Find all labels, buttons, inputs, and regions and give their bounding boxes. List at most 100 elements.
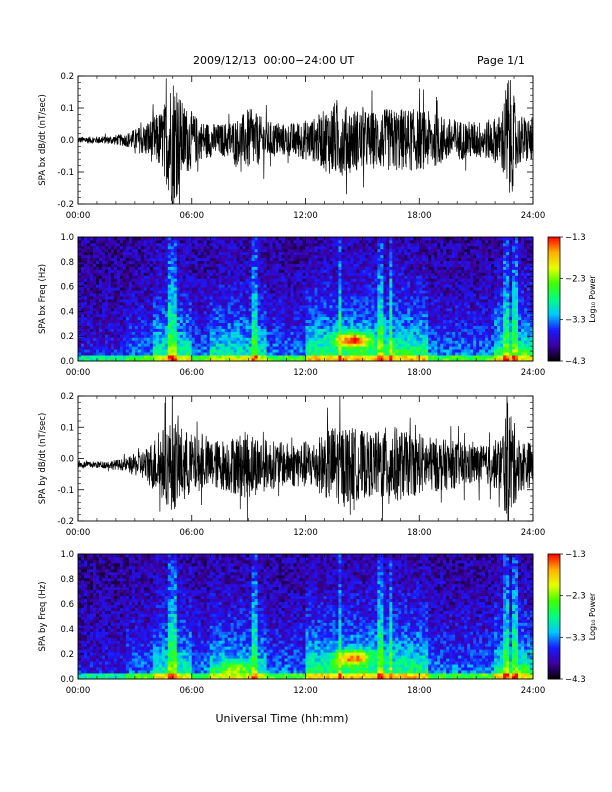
heatmap-cell — [92, 254, 97, 259]
heatmap-cell — [260, 266, 264, 270]
heatmap-cell — [359, 349, 363, 353]
heatmap-cell — [269, 334, 273, 338]
heatmap-cell — [158, 275, 163, 279]
heatmap-cell — [155, 287, 160, 291]
heatmap-cell — [323, 290, 327, 294]
heatmap-cell — [164, 275, 169, 279]
heatmap-cell — [128, 287, 133, 291]
heatmap-cell — [269, 340, 273, 344]
heatmap-cell — [344, 352, 348, 356]
heatmap-cell — [188, 349, 193, 353]
heatmap-cell — [395, 266, 399, 270]
heatmap-cell — [302, 299, 306, 303]
heatmap-cell — [389, 352, 393, 356]
heatmap-cell — [143, 322, 148, 326]
heatmap-cell — [371, 260, 375, 264]
heatmap-cell — [251, 331, 256, 335]
heatmap-cell — [260, 263, 264, 267]
heatmap-cell — [395, 251, 399, 256]
heatmap-cell — [92, 245, 97, 250]
heatmap-cell — [320, 251, 324, 256]
heatmap-cell — [323, 304, 327, 309]
heatmap-cell — [92, 248, 97, 253]
heatmap-cell — [119, 352, 124, 356]
heatmap-cell — [143, 343, 148, 347]
heatmap-cell — [263, 266, 267, 270]
heatmap-cell — [143, 296, 148, 300]
heatmap-cell — [113, 358, 118, 362]
heatmap-cell — [155, 331, 160, 335]
heatmap-cell — [395, 304, 399, 309]
heatmap-cell — [377, 290, 381, 294]
heatmap-cell — [224, 272, 229, 276]
heatmap-cell — [377, 248, 381, 253]
heatmap-cell — [275, 251, 279, 256]
heatmap-cell — [425, 337, 429, 341]
heatmap-cell — [356, 257, 360, 262]
heatmap-cell — [377, 316, 381, 321]
heatmap-cell — [332, 352, 336, 356]
heatmap-cell — [326, 343, 330, 347]
heatmap-cell — [359, 299, 363, 303]
heatmap-cell — [197, 251, 202, 256]
heatmap-cell — [89, 254, 94, 259]
heatmap-cell — [236, 343, 241, 347]
heatmap-cell — [398, 293, 402, 297]
heatmap-cell — [320, 281, 324, 285]
heatmap-cell — [140, 245, 145, 250]
heatmap-cell — [242, 331, 247, 335]
heatmap-cell — [392, 319, 396, 324]
heatmap-cell — [203, 281, 208, 285]
heatmap-cell — [341, 334, 345, 338]
heatmap-cell — [404, 322, 408, 326]
heatmap-cell — [416, 287, 420, 291]
heatmap-cell — [161, 254, 166, 259]
heatmap-cell — [134, 278, 139, 282]
heatmap-cell — [152, 266, 157, 270]
heatmap-cell — [272, 287, 276, 291]
heatmap-cell — [179, 310, 184, 315]
heatmap-cell — [332, 355, 336, 359]
heatmap-cell — [317, 275, 321, 279]
heatmap-cell — [149, 239, 154, 244]
heatmap-cell — [116, 237, 121, 241]
heatmap-cell — [254, 278, 258, 282]
heatmap-cell — [212, 322, 217, 326]
heatmap-cell — [308, 358, 312, 362]
heatmap-cell — [326, 272, 330, 276]
heatmap-cell — [380, 349, 384, 353]
heatmap-cell — [371, 352, 375, 356]
heatmap-cell — [125, 328, 130, 332]
heatmap-cell — [89, 340, 94, 344]
heatmap-cell — [92, 355, 97, 359]
heatmap-cell — [425, 322, 429, 326]
heatmap-cell — [86, 316, 91, 321]
heatmap-cell — [182, 334, 187, 338]
heatmap-cell — [155, 278, 160, 282]
heatmap-cell — [275, 284, 279, 288]
heatmap-cell — [371, 290, 375, 294]
heatmap-cell — [371, 334, 375, 338]
heatmap-cell — [383, 307, 387, 312]
heatmap-cell — [407, 334, 411, 338]
heatmap-cell — [164, 319, 169, 324]
heatmap-cell — [89, 237, 94, 241]
heatmap-cell — [416, 263, 420, 267]
heatmap-cell — [263, 272, 267, 276]
heatmap-cell — [80, 343, 85, 347]
heatmap-cell — [149, 331, 154, 335]
heatmap-cell — [233, 254, 238, 259]
heatmap-cell — [392, 290, 396, 294]
heatmap-cell — [221, 346, 226, 350]
heatmap-cell — [293, 307, 297, 312]
heatmap-cell — [299, 307, 303, 312]
heatmap-cell — [356, 245, 360, 250]
heatmap-cell — [389, 287, 393, 291]
heatmap-cell — [278, 263, 282, 267]
heatmap-cell — [116, 281, 121, 285]
heatmap-cell — [176, 287, 181, 291]
heatmap-cell — [107, 316, 112, 321]
heatmap-cell — [125, 355, 130, 359]
heatmap-cell — [281, 257, 285, 262]
heatmap-cell — [104, 301, 109, 306]
